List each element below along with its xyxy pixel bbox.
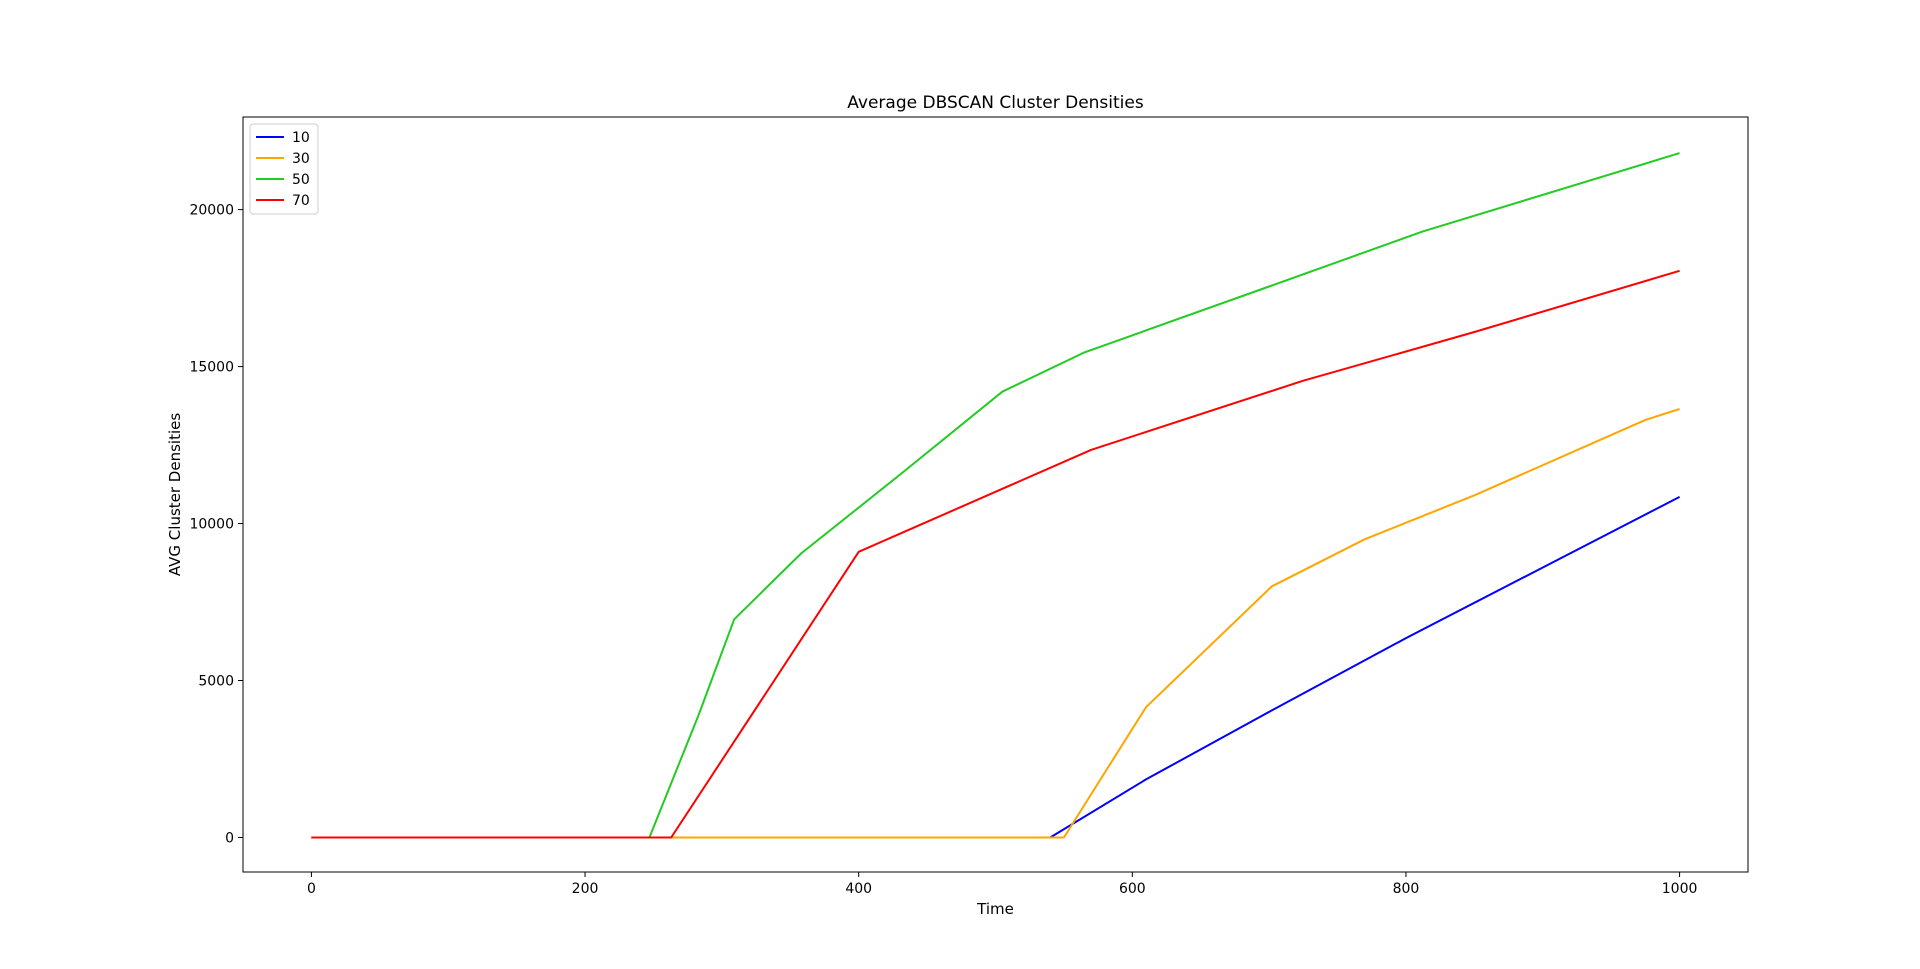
y-axis-label: AVG Cluster Densities <box>166 413 184 577</box>
y-tick-label: 15000 <box>189 360 234 376</box>
y-tick-label: 10000 <box>189 517 234 533</box>
x-tick-label: 800 <box>1393 881 1420 897</box>
legend-label-30: 30 <box>292 151 310 167</box>
x-tick-label: 400 <box>845 881 872 897</box>
y-tick-label: 0 <box>225 830 234 846</box>
series-line-30 <box>311 408 1680 839</box>
x-tick-label: 200 <box>572 881 599 897</box>
legend-box <box>249 123 319 215</box>
legend: 10 30 50 70 <box>249 123 319 215</box>
chart-title: Average DBSCAN Cluster Densities <box>847 93 1144 113</box>
x-axis-label: Time <box>976 900 1014 918</box>
y-tick-label: 5000 <box>198 674 234 690</box>
series-line-70 <box>311 269 1680 839</box>
series-lines <box>311 152 1681 839</box>
legend-label-50: 50 <box>292 172 310 188</box>
series-line-50 <box>311 152 1680 839</box>
x-tick-label: 600 <box>1119 881 1146 897</box>
plot-frame <box>242 116 1749 873</box>
legend-label-10: 10 <box>292 130 310 146</box>
legend-label-70: 70 <box>292 193 310 209</box>
y-tick-label: 20000 <box>189 203 234 219</box>
x-tick-label: 0 <box>307 881 316 897</box>
x-tick-label: 1000 <box>1662 881 1698 897</box>
